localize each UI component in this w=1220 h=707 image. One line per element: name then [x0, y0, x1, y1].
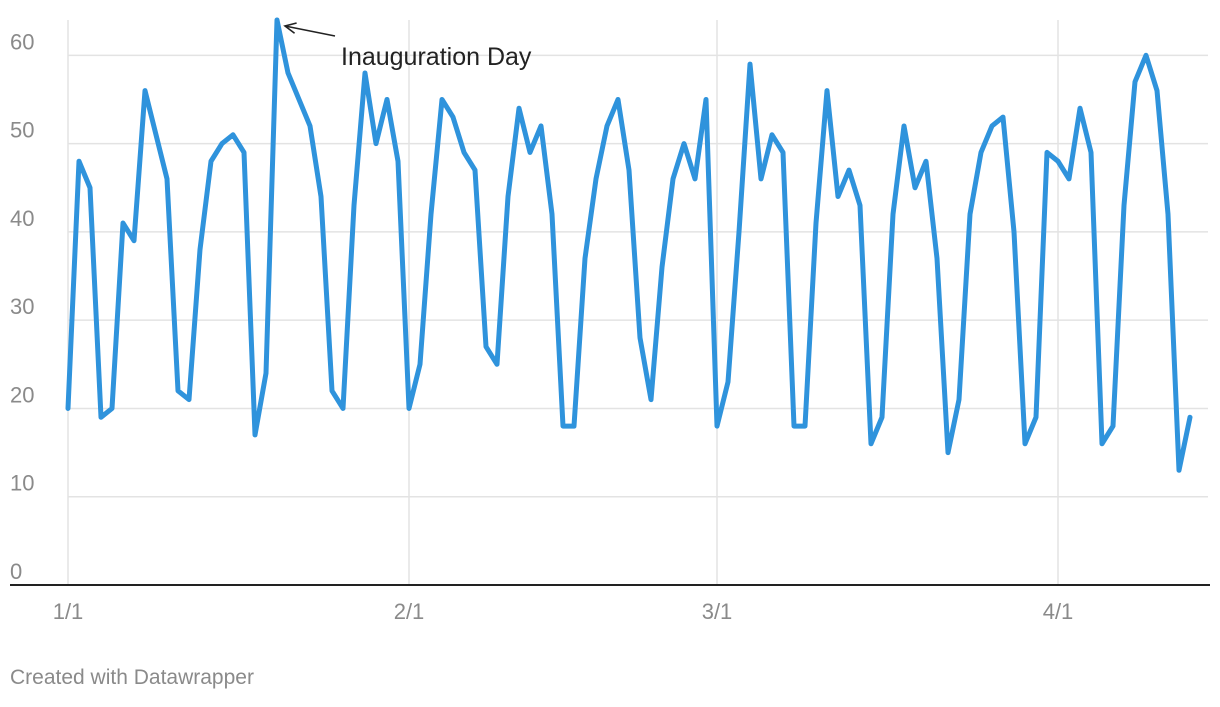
x-tick-label: 3/1	[702, 599, 733, 624]
annotation-layer: Inauguration Day	[283, 22, 532, 71]
y-tick-label: 10	[10, 471, 34, 496]
y-tick-label: 30	[10, 294, 34, 319]
annotation-label: Inauguration Day	[341, 43, 532, 71]
x-tick-label: 1/1	[53, 599, 84, 624]
y-tick-label: 50	[10, 118, 34, 143]
y-tick-label: 40	[10, 206, 34, 231]
footer-credit: Created with Datawrapper	[10, 666, 254, 689]
y-tick-label: 0	[10, 559, 22, 584]
annotation-arrow	[284, 25, 336, 37]
x-tick-label: 2/1	[394, 599, 425, 624]
y-tick-label: 60	[10, 29, 34, 54]
x-tick-label: 4/1	[1043, 599, 1074, 624]
y-tick-label: 20	[10, 382, 34, 407]
annotation-arrowhead	[283, 22, 297, 34]
series-layer	[65, 17, 1193, 473]
axis-layer: 0 10 20 30 40 50 60 1/1 2/1 3/1 4/1	[10, 29, 1210, 624]
series-line	[65, 17, 1193, 473]
